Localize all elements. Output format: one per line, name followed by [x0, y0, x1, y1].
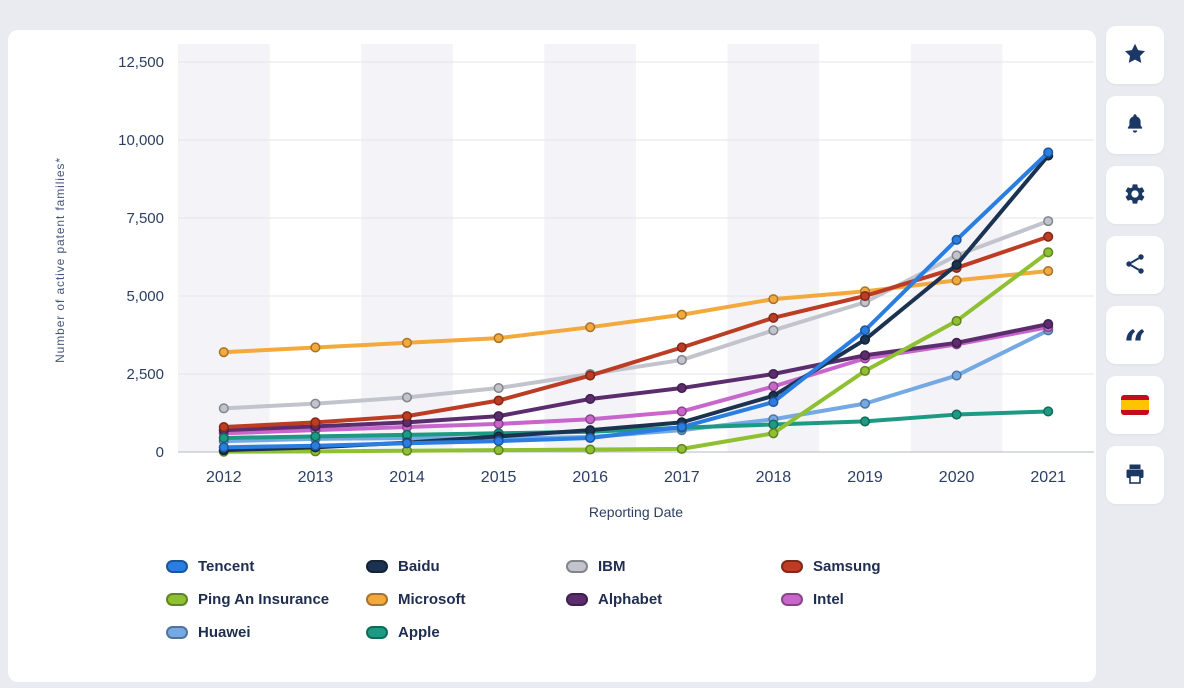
spanish-flag-icon [1121, 395, 1149, 415]
settings-button[interactable] [1106, 166, 1164, 224]
bell-icon [1123, 112, 1147, 139]
x-axis-label: Reporting Date [588, 504, 684, 520]
svg-text:2012: 2012 [206, 469, 242, 486]
legend-marker [366, 560, 388, 573]
legend-item-samsung[interactable]: Samsung [781, 558, 881, 575]
legend-marker [566, 593, 588, 606]
chart-panel: 0 2,500 5,000 7,500 10,000 12,500 2012 2013 2014… [8, 30, 1096, 682]
legend-marker [781, 560, 803, 573]
svg-text:2018: 2018 [756, 469, 792, 486]
share-icon [1123, 252, 1147, 279]
spanish-version-button[interactable] [1106, 376, 1164, 434]
legend-marker [166, 593, 188, 606]
chart-legend: Tencent Baidu IBM Samsung Ping An Insurance M… [166, 558, 881, 641]
svg-text:5,000: 5,000 [126, 288, 164, 305]
legend-label: Huawei [198, 624, 251, 641]
legend-item-ping-an-insurance[interactable]: Ping An Insurance [166, 591, 366, 608]
svg-text:12,500: 12,500 [118, 54, 164, 71]
legend-label: Tencent [198, 558, 255, 575]
star-icon [1123, 42, 1147, 69]
svg-text:7,500: 7,500 [126, 210, 164, 227]
legend-marker [366, 593, 388, 606]
legend-item-microsoft[interactable]: Microsoft [366, 591, 566, 608]
legend-marker [166, 560, 188, 573]
svg-text:2013: 2013 [298, 469, 334, 486]
legend-label: IBM [598, 558, 626, 575]
legend-marker [366, 626, 388, 639]
svg-text:10,000: 10,000 [118, 132, 164, 149]
legend-item-apple[interactable]: Apple [366, 624, 566, 641]
legend-item-baidu[interactable]: Baidu [366, 558, 566, 575]
svg-text:2014: 2014 [389, 469, 425, 486]
legend-label: Ping An Insurance [198, 591, 330, 608]
chart-area: 0 2,500 5,000 7,500 10,000 12,500 2012 2013 2014… [38, 30, 1108, 500]
legend-label: Apple [398, 624, 440, 641]
notifications-button[interactable] [1106, 96, 1164, 154]
citation-button[interactable]: “ [1106, 306, 1164, 369]
legend-label: Intel [813, 591, 844, 608]
svg-text:2,500: 2,500 [126, 366, 164, 383]
legend-item-intel[interactable]: Intel [781, 591, 881, 608]
gear-icon [1123, 182, 1147, 209]
print-button[interactable] [1106, 446, 1164, 504]
legend-item-ibm[interactable]: IBM [566, 558, 781, 575]
line-chart: 0 2,500 5,000 7,500 10,000 12,500 2012 2013 2014… [118, 44, 1094, 486]
legend-item-tencent[interactable]: Tencent [166, 558, 366, 575]
legend-marker [781, 593, 803, 606]
legend-label: Alphabet [598, 591, 663, 608]
svg-text:2016: 2016 [572, 469, 608, 486]
svg-text:2020: 2020 [939, 469, 975, 486]
quote-icon: “ [1123, 322, 1147, 369]
legend-marker [566, 560, 588, 573]
share-button[interactable] [1106, 236, 1164, 294]
y-axis-title: Number of active patent families* [53, 157, 67, 363]
legend-item-huawei[interactable]: Huawei [166, 624, 366, 641]
svg-text:0: 0 [156, 444, 164, 461]
svg-text:2015: 2015 [481, 469, 517, 486]
svg-text:2021: 2021 [1030, 469, 1066, 486]
legend-label: Microsoft [398, 591, 466, 608]
favorite-button[interactable] [1106, 26, 1164, 84]
printer-icon [1123, 462, 1147, 489]
legend-label: Baidu [398, 558, 440, 575]
legend-item-alphabet[interactable]: Alphabet [566, 591, 781, 608]
legend-label: Samsung [813, 558, 881, 575]
side-toolbar: “ [1106, 26, 1164, 504]
legend-marker [166, 626, 188, 639]
svg-text:2019: 2019 [847, 469, 883, 486]
svg-text:2017: 2017 [664, 469, 700, 486]
